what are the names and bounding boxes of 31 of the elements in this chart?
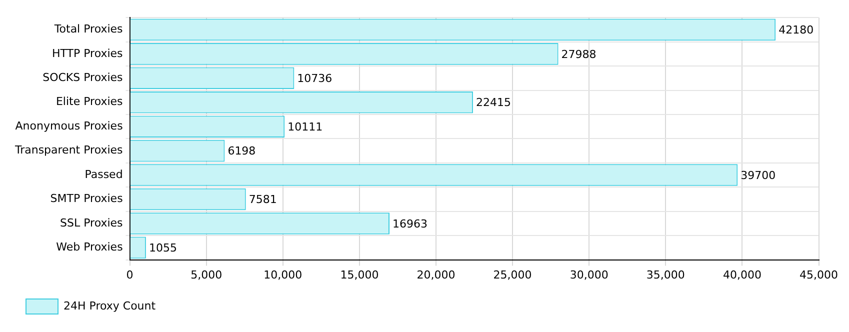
data-label: 1055 [148,242,177,255]
data-label: 16963 [392,217,428,230]
data-label: 22415 [476,96,511,110]
data-label: 27988 [561,48,596,61]
x-tick-label: 30,000 [570,268,608,282]
data-label: 10736 [297,72,332,86]
y-tick-label: SMTP Proxies [50,192,124,206]
x-tick-label: 10,000 [264,268,302,282]
y-tick-label: Anonymous Proxies [15,119,124,132]
data-label: 42180 [778,24,814,37]
x-tick-label: 0 [126,268,134,282]
data-label: 7581 [248,193,277,206]
y-tick-label: SSL Proxies [60,216,124,230]
data-label: 6198 [228,144,256,158]
y-tick-label: SOCKS Proxies [42,71,124,84]
x-tick-label: 5,000 [190,268,222,282]
x-tick-label: 35,000 [646,268,685,282]
data-label: 10111 [288,120,323,134]
y-tick-label: Web Proxies [56,240,124,254]
x-tick-label: 20,000 [416,268,456,282]
x-tick-label: 45,000 [800,268,838,282]
y-tick-label: Total Proxies [53,22,124,36]
y-tick-label: HTTP Proxies [52,46,124,60]
legend-label: 24H Proxy Count [64,299,156,312]
y-tick-label: Elite Proxies [56,95,124,108]
data-label: 39700 [740,168,776,182]
x-tick-label: 40,000 [722,268,762,282]
x-tick-label: 25,000 [493,268,532,282]
y-tick-label: Passed [84,168,123,181]
x-tick-label: 15,000 [340,268,379,282]
y-tick-label: Transparent Proxies [14,144,124,157]
